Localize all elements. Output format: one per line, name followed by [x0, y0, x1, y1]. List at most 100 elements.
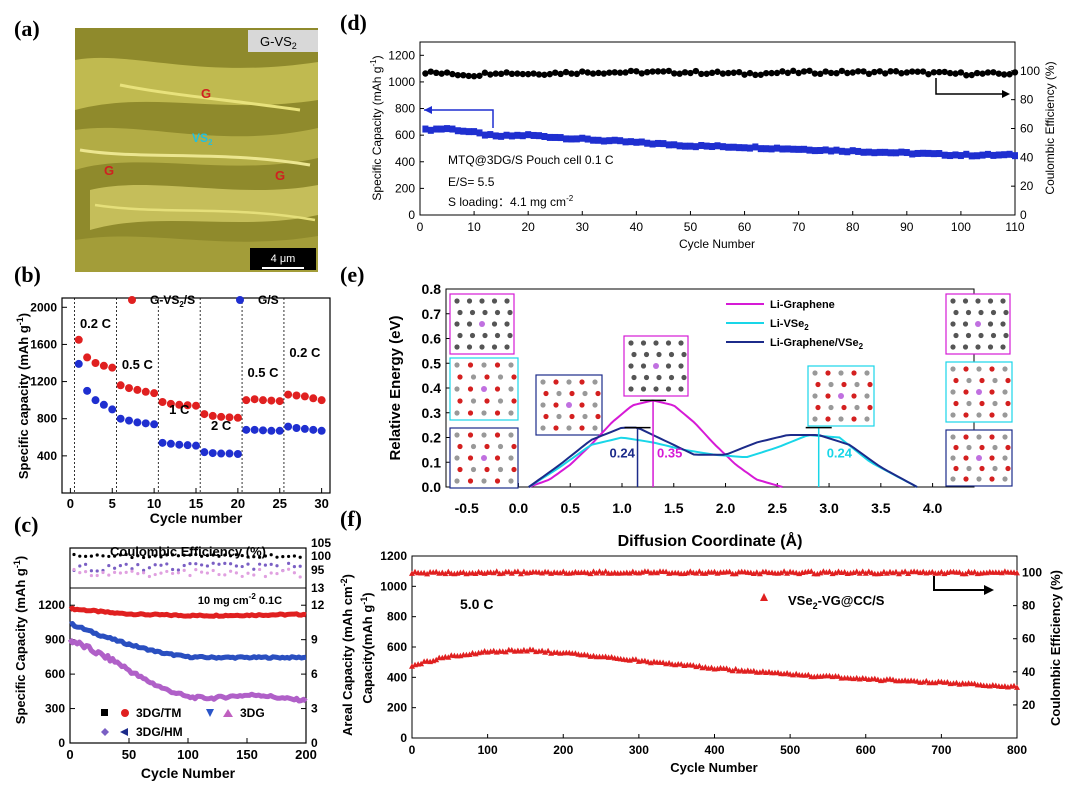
atom: [481, 478, 487, 484]
li-atom: [975, 321, 981, 327]
capacity-point: [1006, 150, 1013, 158]
capacity-point: [552, 133, 559, 141]
ce-point: [460, 71, 467, 79]
ce-point: [409, 570, 415, 576]
ce-point: [616, 69, 624, 76]
atom: [979, 465, 985, 472]
ce-point: [557, 569, 564, 576]
atom: [681, 374, 687, 381]
atom: [467, 386, 474, 392]
capacity-point: [774, 144, 780, 152]
ce-point: [147, 566, 151, 570]
rate-label: 0.2 C: [80, 316, 112, 331]
x-tick-label: 600: [856, 743, 876, 757]
atom: [851, 416, 857, 422]
atom: [681, 351, 687, 358]
capacity-point: [682, 142, 689, 150]
capacity-point: [584, 652, 591, 658]
legend-marker: [223, 709, 233, 717]
atom: [992, 444, 998, 451]
capacity-point: [633, 138, 640, 146]
capacity-point: [427, 126, 434, 134]
ce-point: [78, 571, 82, 575]
atom: [640, 340, 647, 346]
capacity-point: [687, 142, 694, 150]
atom: [979, 400, 985, 407]
x-tick-label: 60: [738, 220, 752, 234]
atom: [595, 413, 601, 420]
ce-point: [84, 570, 88, 574]
capacity-point: [757, 145, 764, 153]
ce-point: [517, 570, 524, 577]
data-point: [133, 385, 142, 394]
atom: [595, 390, 601, 397]
atom: [566, 379, 572, 385]
y-tick-label: 0: [400, 731, 407, 745]
li-atom: [838, 393, 844, 399]
capacity-point: [632, 656, 639, 662]
capacity-point: [768, 145, 775, 153]
atom: [454, 386, 460, 392]
ce-point: [898, 70, 905, 77]
capacity-point: [487, 131, 494, 139]
atom: [965, 309, 972, 316]
ce-point: [476, 72, 483, 79]
atom: [962, 344, 969, 350]
capacity-point: [660, 140, 667, 148]
atom: [665, 386, 672, 392]
ce-point: [443, 69, 451, 76]
atom: [628, 340, 634, 346]
ce-point: [627, 67, 635, 75]
ce-point: [725, 69, 732, 77]
atom: [975, 298, 981, 304]
atom: [640, 386, 647, 392]
atom: [825, 416, 831, 422]
atom: [540, 379, 546, 385]
x-tick-label: 100: [478, 743, 498, 757]
ce-point: [622, 69, 629, 76]
capacity-point: [584, 135, 591, 143]
capacity-point: [732, 665, 739, 672]
data-point: [292, 424, 301, 432]
atom: [467, 455, 474, 461]
capacity-point: [568, 135, 575, 143]
atom: [511, 443, 517, 450]
atom: [963, 434, 969, 440]
ce-point: [130, 567, 134, 571]
ce-point: [844, 69, 851, 77]
y-tick-label: 600: [387, 640, 407, 654]
ce-point: [946, 69, 954, 77]
x-axis-label: Cycle Number: [141, 765, 236, 781]
y-tick-label: 0.7: [422, 306, 442, 322]
y-tick-label: 0.6: [422, 331, 442, 347]
atom: [481, 432, 487, 438]
capacity-point: [676, 142, 683, 150]
legend-label: VSe2-VG@CC/S: [788, 593, 885, 611]
data-point: [116, 381, 125, 390]
atom: [454, 455, 460, 461]
y-tick-label: 0.1: [422, 454, 442, 470]
legend-label: 3DG/HM: [136, 725, 183, 739]
x-tick-label: -0.5: [455, 500, 479, 516]
atom: [481, 362, 487, 368]
atom: [989, 366, 995, 372]
ce-point: [217, 572, 221, 577]
y2-axis-label: Coulombic Efficiency (%): [1043, 61, 1057, 194]
x-tick-label: 2.0: [716, 500, 736, 516]
ce-point: [676, 70, 683, 77]
data-point: [284, 422, 293, 431]
ce-point: [153, 554, 157, 558]
atom: [508, 362, 514, 368]
capacity-point: [1011, 682, 1017, 689]
ce-point: [562, 68, 570, 76]
y-tick-label: 1000: [380, 579, 407, 593]
data-point: [141, 387, 150, 396]
legend-marker: [101, 728, 109, 736]
atom: [504, 344, 510, 350]
y-tick-label: 1200: [38, 598, 65, 612]
ce-point: [424, 570, 431, 577]
atom: [640, 363, 647, 369]
legend-marker: [120, 728, 128, 736]
y-tick-label: 400: [37, 449, 57, 463]
ce-point: [896, 570, 902, 577]
